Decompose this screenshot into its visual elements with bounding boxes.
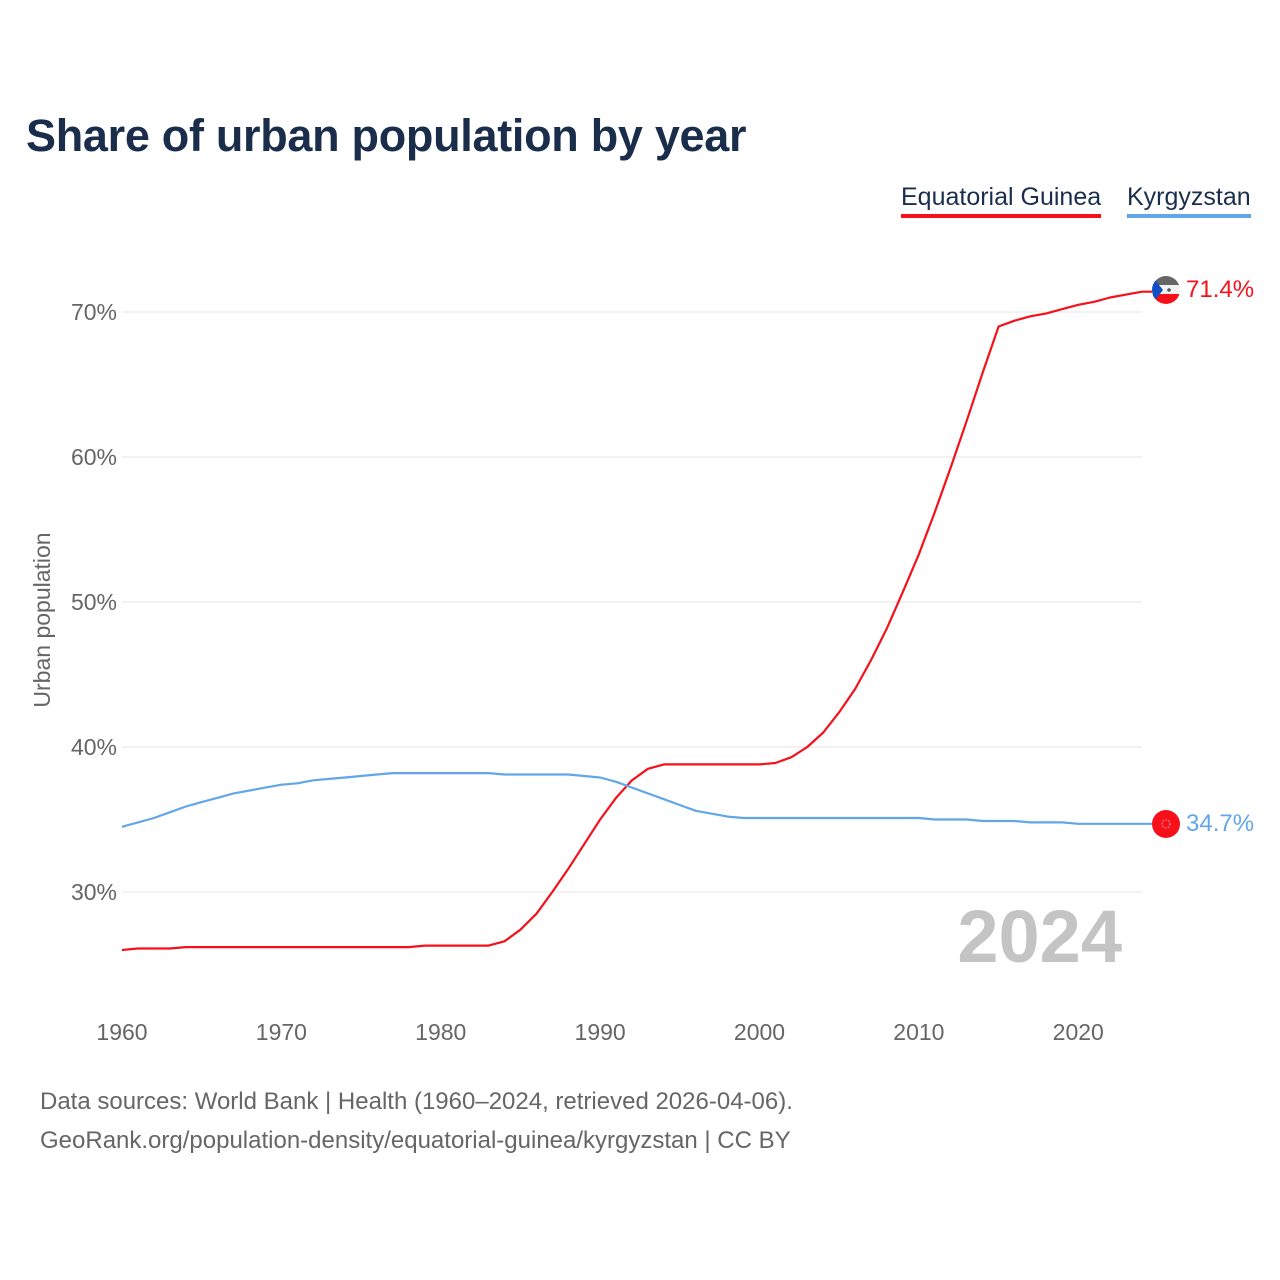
legend-item-equatorial-guinea[interactable]: Equatorial Guinea <box>901 183 1102 218</box>
kyrgyzstan-flag-icon <box>1152 810 1180 838</box>
chart-title: Share of urban population by year <box>26 110 747 161</box>
footer-link[interactable]: GeoRank.org/population-density/equatoria… <box>40 1127 791 1154</box>
footer-sources: Data sources: World Bank | Health (1960–… <box>40 1088 793 1115</box>
x-tick-label: 2000 <box>734 1019 785 1045</box>
x-tick-label: 1970 <box>256 1019 307 1045</box>
y-axis-label: Urban population <box>29 532 55 707</box>
legend-item-kyrgyzstan[interactable]: Kyrgyzstan <box>1127 183 1251 218</box>
x-tick-label: 2010 <box>893 1019 944 1045</box>
end-label-kyrgyzstan: 34.7% <box>1186 810 1254 837</box>
year-watermark: 2024 <box>957 895 1122 978</box>
y-tick-label: 60% <box>71 444 117 470</box>
series-line-equatorial-guinea <box>121 290 1152 952</box>
x-tick-label: 2020 <box>1053 1019 1104 1045</box>
x-tick-label: 1990 <box>575 1019 626 1045</box>
x-tick-label: 1980 <box>415 1019 466 1045</box>
y-tick-label: 70% <box>71 299 117 325</box>
y-tick-label: 40% <box>71 734 117 760</box>
end-label-equatorial-guinea: 71.4% <box>1186 276 1254 303</box>
x-tick-label: 1960 <box>96 1019 147 1045</box>
y-tick-label: 50% <box>71 589 117 615</box>
y-tick-label: 30% <box>71 879 117 905</box>
series-line-kyrgyzstan <box>121 771 1152 828</box>
equatorial-guinea-flag-icon <box>1152 276 1180 304</box>
